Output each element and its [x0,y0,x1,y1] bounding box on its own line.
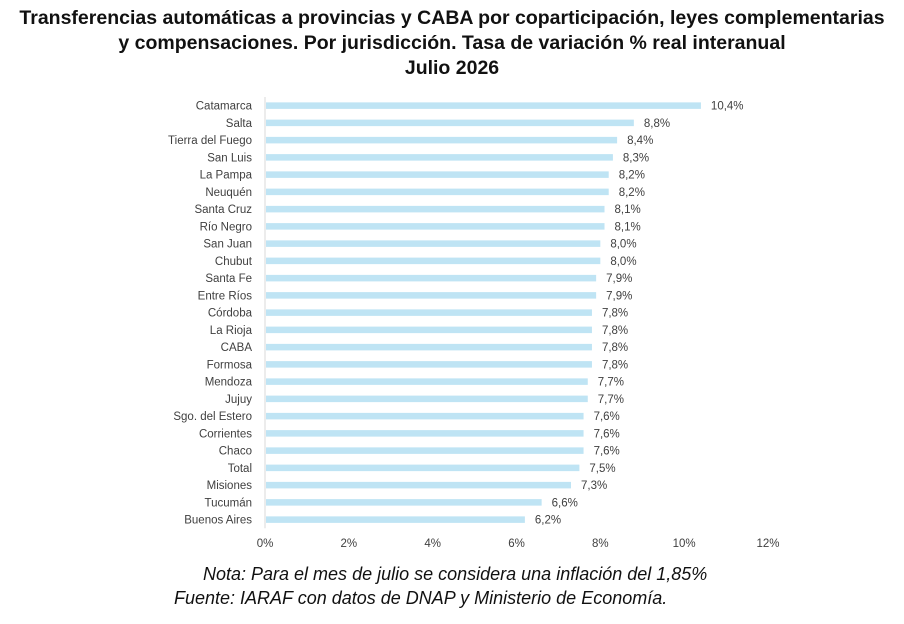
category-label: Formosa [207,359,253,371]
x-tick-label: 12% [756,538,779,550]
chart-title-line-3: Julio 2026 [404,57,500,79]
data-label: 7,8% [602,308,628,320]
data-label: 8,1% [615,221,641,233]
category-label: Córdoba [208,308,253,320]
bar [266,274,597,282]
bar [266,136,618,144]
data-label: 7,9% [606,290,632,302]
bar [266,430,584,437]
data-label: 8,0% [610,239,636,251]
bars-group [266,102,701,523]
category-label: Tucumán [204,497,252,509]
category-label: La Pampa [200,170,253,182]
bar [266,257,601,265]
category-label: Neuquén [205,187,252,199]
category-label: CABA [221,342,253,354]
x-tick-label: 8% [592,538,609,550]
bar [266,292,597,299]
category-label: Chaco [219,446,252,458]
data-label: 7,7% [598,394,624,406]
category-label: Santa Fe [205,273,252,285]
x-tick-label: 0% [257,538,274,550]
data-label: 7,6% [594,428,620,440]
data-label: 8,0% [610,256,636,268]
data-label: 8,4% [627,135,653,147]
bar [266,447,584,454]
labels-group: Catamarca 10,4% Salta 8,8% Tierra del Fuego 8… [168,101,779,550]
data-label: 8,8% [644,118,670,130]
data-label: 7,7% [598,377,624,389]
bar [266,499,542,506]
x-tick-label: 10% [673,538,696,550]
category-label: Catamarca [196,101,253,113]
category-label: Misiones [207,480,253,492]
chart-title-line-1: Transferencias automáticas a provincias … [19,7,885,29]
category-label: Salta [226,118,253,130]
bar [266,481,571,489]
bar [266,412,584,420]
data-label: 8,2% [619,170,645,182]
data-label: 7,8% [602,359,628,371]
category-label: Chubut [215,256,253,268]
bar [266,378,588,385]
data-label: 7,9% [606,273,632,285]
bar [266,309,592,316]
bar [266,343,592,351]
data-label: 7,8% [602,342,628,354]
bar [266,171,609,178]
inflation-note: Nota: Para el mes de julio se considera … [203,564,708,584]
category-label: Río Negro [200,221,252,233]
data-label: 8,1% [615,204,641,216]
category-label: San Juan [203,239,252,251]
source-note: Fuente: IARAF con datos de DNAP y Minist… [174,588,668,608]
bar [266,326,592,334]
bar [266,395,588,403]
bar-chart: Catamarca 10,4% Salta 8,8% Tierra del Fuego 8… [168,97,780,550]
bar [266,223,605,230]
bar [266,361,592,368]
bar [266,102,701,109]
chart-title-line-2: y compensaciones. Por jurisdicción. Tasa… [118,32,786,54]
category-label: Corrientes [199,428,252,440]
bar [266,188,609,196]
chart-title: Transferencias automáticas a provincias … [0,6,904,81]
category-label: San Luis [207,152,252,164]
category-label: Santa Cruz [194,204,252,216]
data-label: 7,3% [581,480,607,492]
bar [266,516,525,523]
data-label: 6,2% [535,515,561,527]
bar [266,205,605,213]
data-label: 7,6% [594,446,620,458]
category-label: Entre Ríos [198,290,253,302]
data-label: 7,8% [602,325,628,337]
bar [266,464,580,472]
data-label: 7,6% [594,411,620,423]
category-label: Tierra del Fuego [168,135,252,147]
bar [266,240,601,247]
category-label: Jujuy [225,394,252,406]
data-label: 10,4% [711,101,744,113]
category-label: Total [228,463,252,475]
category-label: La Rioja [210,325,253,337]
bar [266,119,634,127]
category-label: Mendoza [205,377,253,389]
bar [266,154,613,161]
data-label: 8,3% [623,152,649,164]
category-label: Buenos Aires [184,515,252,527]
x-tick-label: 4% [424,538,441,550]
x-tick-label: 2% [341,538,358,550]
category-label: Sgo. del Estero [173,411,252,423]
x-tick-label: 6% [508,538,525,550]
data-label: 8,2% [619,187,645,199]
data-label: 6,6% [552,497,578,509]
data-label: 7,5% [589,463,615,475]
